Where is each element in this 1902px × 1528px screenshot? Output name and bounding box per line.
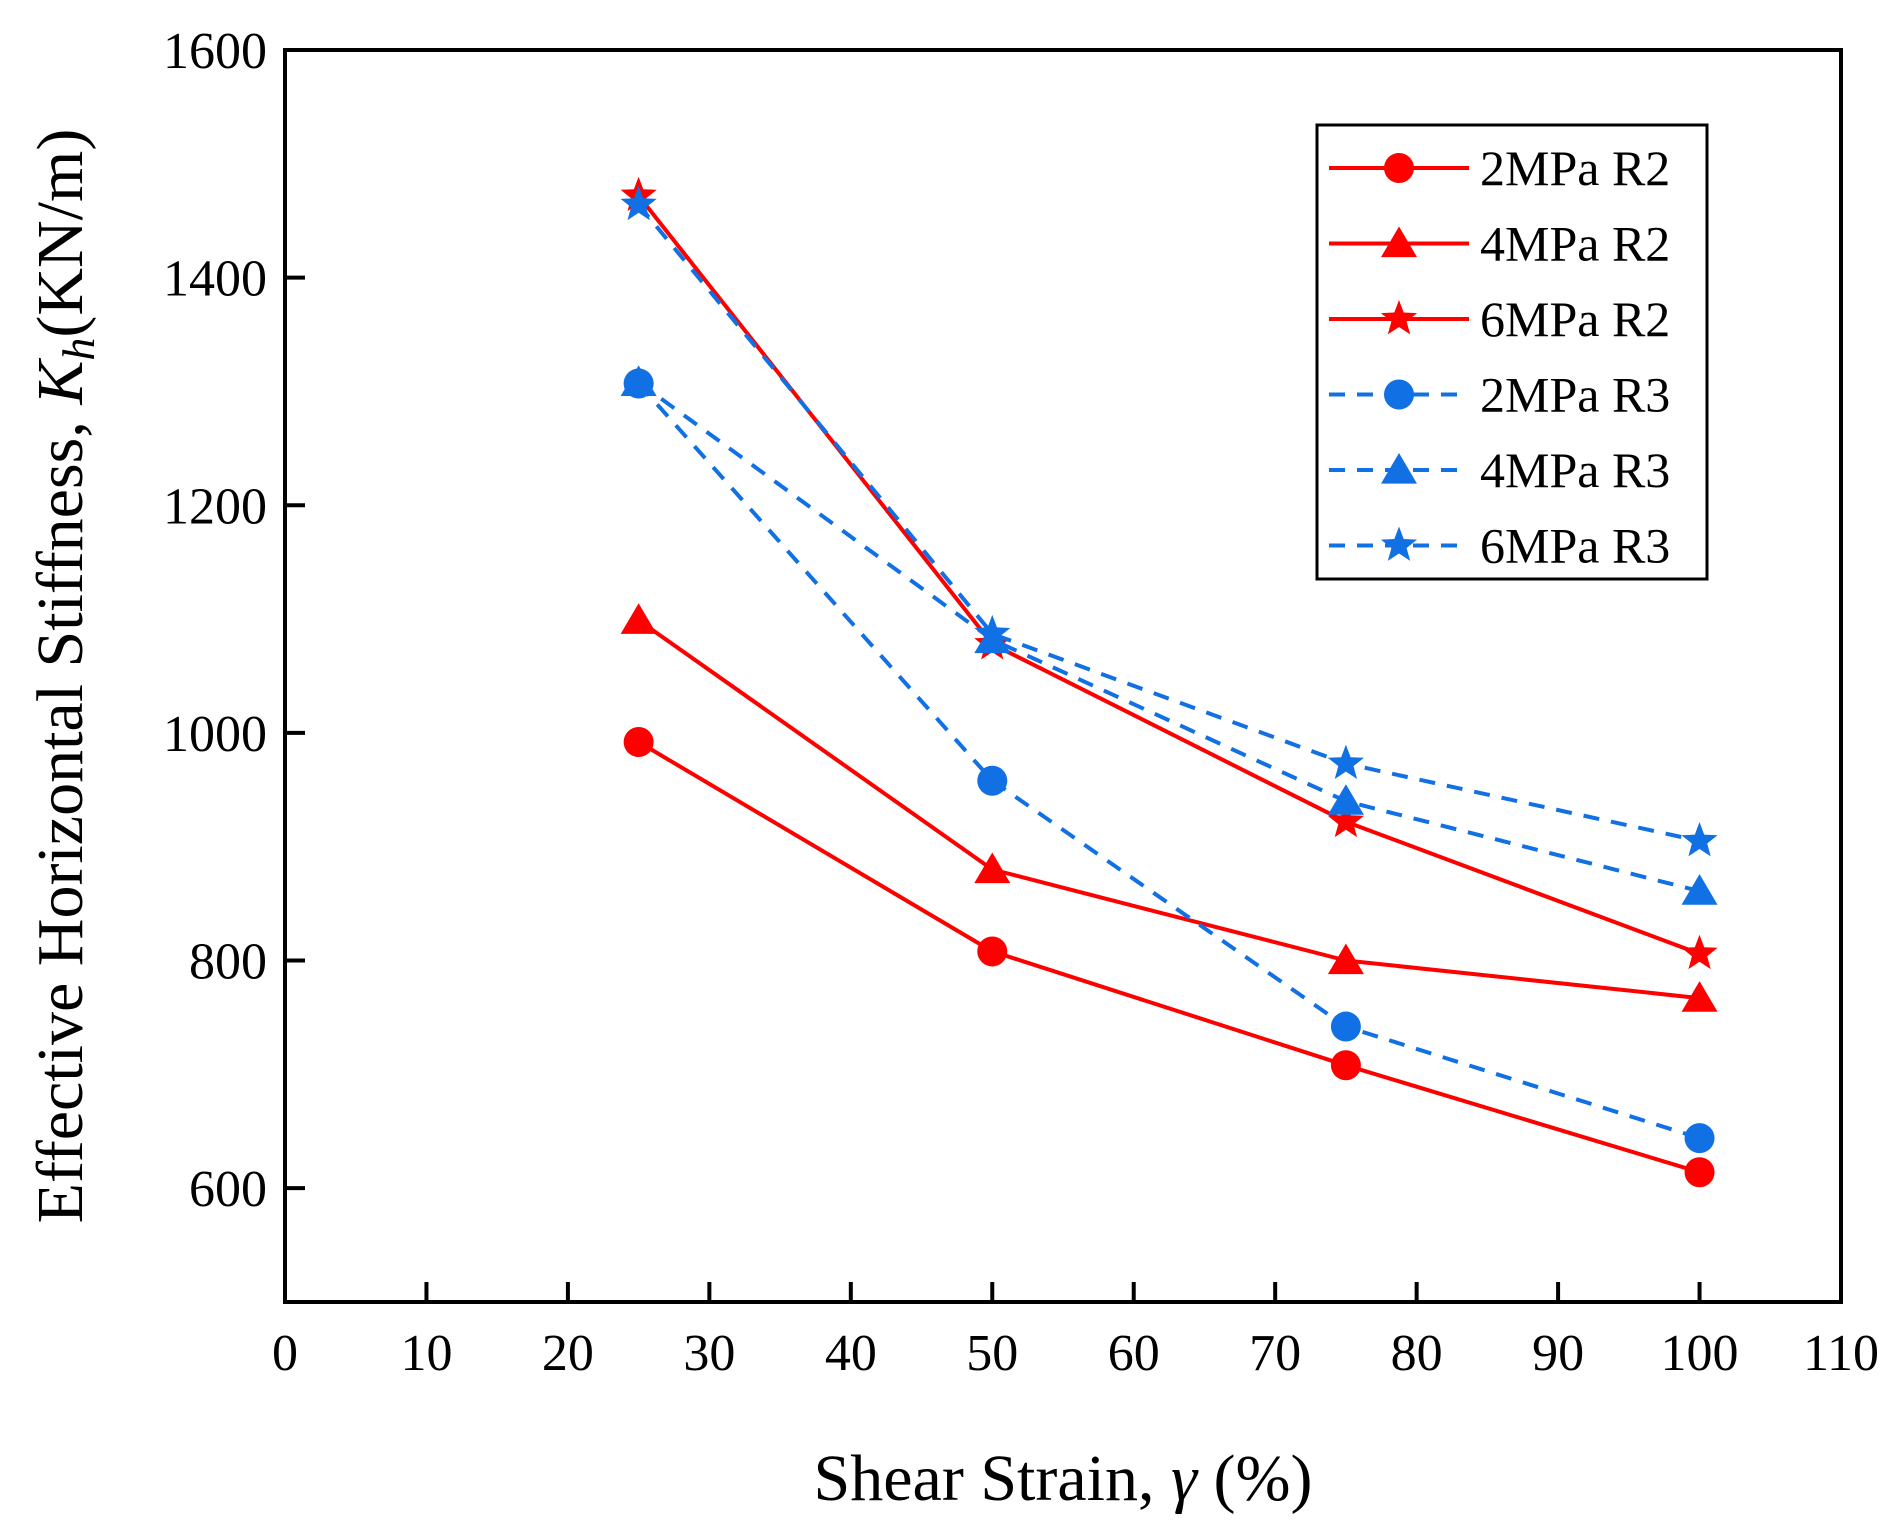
plot-frame — [283, 48, 1843, 1304]
legend-swatch-marker — [1384, 379, 1414, 410]
legend-swatch-marker — [1380, 300, 1418, 335]
data-point — [1684, 1157, 1715, 1188]
legend-item: 2MPa R2 — [1329, 140, 1670, 196]
y-tick-label: 1600 — [163, 23, 267, 80]
series-line — [637, 618, 1700, 1001]
data-point — [1684, 1123, 1715, 1154]
series-6mpa-r3 — [620, 185, 1718, 857]
legend-label: 4MPa R2 — [1480, 216, 1670, 272]
y-tick-label: 800 — [189, 934, 267, 991]
x-tick-label: 110 — [1803, 1325, 1879, 1382]
legend-label: 6MPa R3 — [1480, 518, 1670, 574]
data-point — [974, 614, 1011, 650]
legend-item: 6MPa R2 — [1329, 291, 1670, 347]
data-point — [1681, 874, 1718, 905]
x-axis-title: Shear Strain, γ (%) — [814, 1442, 1313, 1515]
y-axis-title-suffix: (KN/m) — [24, 129, 97, 338]
x-tick-label: 60 — [1108, 1325, 1160, 1382]
legend-item: 2MPa R3 — [1329, 367, 1670, 423]
x-tick-label: 0 — [272, 1325, 298, 1382]
data-point — [1681, 981, 1718, 1012]
series-line — [637, 740, 1701, 1175]
legend-swatch-marker — [1381, 226, 1417, 258]
series-line — [637, 382, 1701, 1141]
y-axis-title-symbol: K — [24, 358, 97, 406]
data-point — [1330, 1050, 1361, 1081]
series-2mpa-r2 — [623, 727, 1715, 1188]
legend-label: 6MPa R2 — [1480, 291, 1670, 347]
x-tick-label: 10 — [400, 1325, 452, 1382]
x-axis-title-prefix: Shear Strain, — [814, 1442, 1171, 1515]
data-point — [1681, 934, 1718, 970]
data-point — [974, 852, 1011, 884]
series-line — [637, 194, 1701, 956]
legend: 2MPa R2 4MPa R2 6MPa R2 2MPa R3 4MPa R3 6MPa … — [1315, 123, 1709, 581]
y-axis-title: Effective Horizontal Stiffness, Kh(KN/m) — [24, 129, 104, 1224]
y-tick-label: 1200 — [163, 478, 267, 535]
data-point — [1327, 744, 1364, 779]
x-tick-label: 40 — [825, 1325, 877, 1382]
y-axis-title-prefix: Effective Horizontal Stiffness, — [24, 405, 97, 1224]
legend-swatch-marker — [1380, 526, 1418, 561]
x-tick-label: 100 — [1661, 1325, 1739, 1382]
y-axis-title-subscript: h — [53, 338, 104, 361]
axes: 0 10 20 30 40 50 60 70 80 90 100 110 600 800 1000 1200 1… — [163, 23, 1879, 1382]
y-tick-label: 1000 — [163, 706, 267, 763]
legend-label: 4MPa R3 — [1480, 442, 1670, 498]
data-point — [977, 936, 1008, 967]
data-point — [623, 727, 654, 758]
x-tick-label: 70 — [1249, 1325, 1301, 1382]
data-point — [1327, 943, 1364, 975]
data-point — [620, 185, 657, 221]
legend-box — [1315, 123, 1709, 581]
legend-item: 4MPa R3 — [1329, 442, 1670, 498]
x-axis-title-symbol: γ — [1171, 1442, 1199, 1515]
series-line — [637, 380, 1700, 894]
data-point — [1681, 822, 1718, 857]
legend-swatch-marker — [1384, 153, 1414, 183]
y-tick-label: 1400 — [163, 251, 267, 308]
legend-swatch-marker — [1381, 453, 1417, 484]
data-layer — [620, 176, 1718, 1188]
data-point — [620, 365, 657, 396]
data-point — [977, 765, 1008, 796]
data-point — [1327, 784, 1364, 815]
data-point — [620, 603, 657, 634]
legend-label: 2MPa R2 — [1480, 140, 1670, 196]
data-point — [1327, 802, 1364, 838]
series-4mpa-r2 — [620, 603, 1718, 1012]
x-tick-label: 50 — [966, 1325, 1018, 1382]
x-tick-label: 20 — [542, 1325, 594, 1382]
x-tick-label: 80 — [1391, 1325, 1443, 1382]
x-axis-title-suffix: (%) — [1197, 1442, 1312, 1515]
x-tick-label: 90 — [1532, 1325, 1584, 1382]
x-tick-label: 30 — [683, 1325, 735, 1382]
data-point — [1330, 1011, 1361, 1042]
legend-label: 2MPa R3 — [1480, 367, 1670, 423]
legend-item: 6MPa R3 — [1329, 518, 1670, 574]
legend-item: 4MPa R2 — [1329, 216, 1670, 272]
y-tick-label: 600 — [189, 1161, 267, 1218]
